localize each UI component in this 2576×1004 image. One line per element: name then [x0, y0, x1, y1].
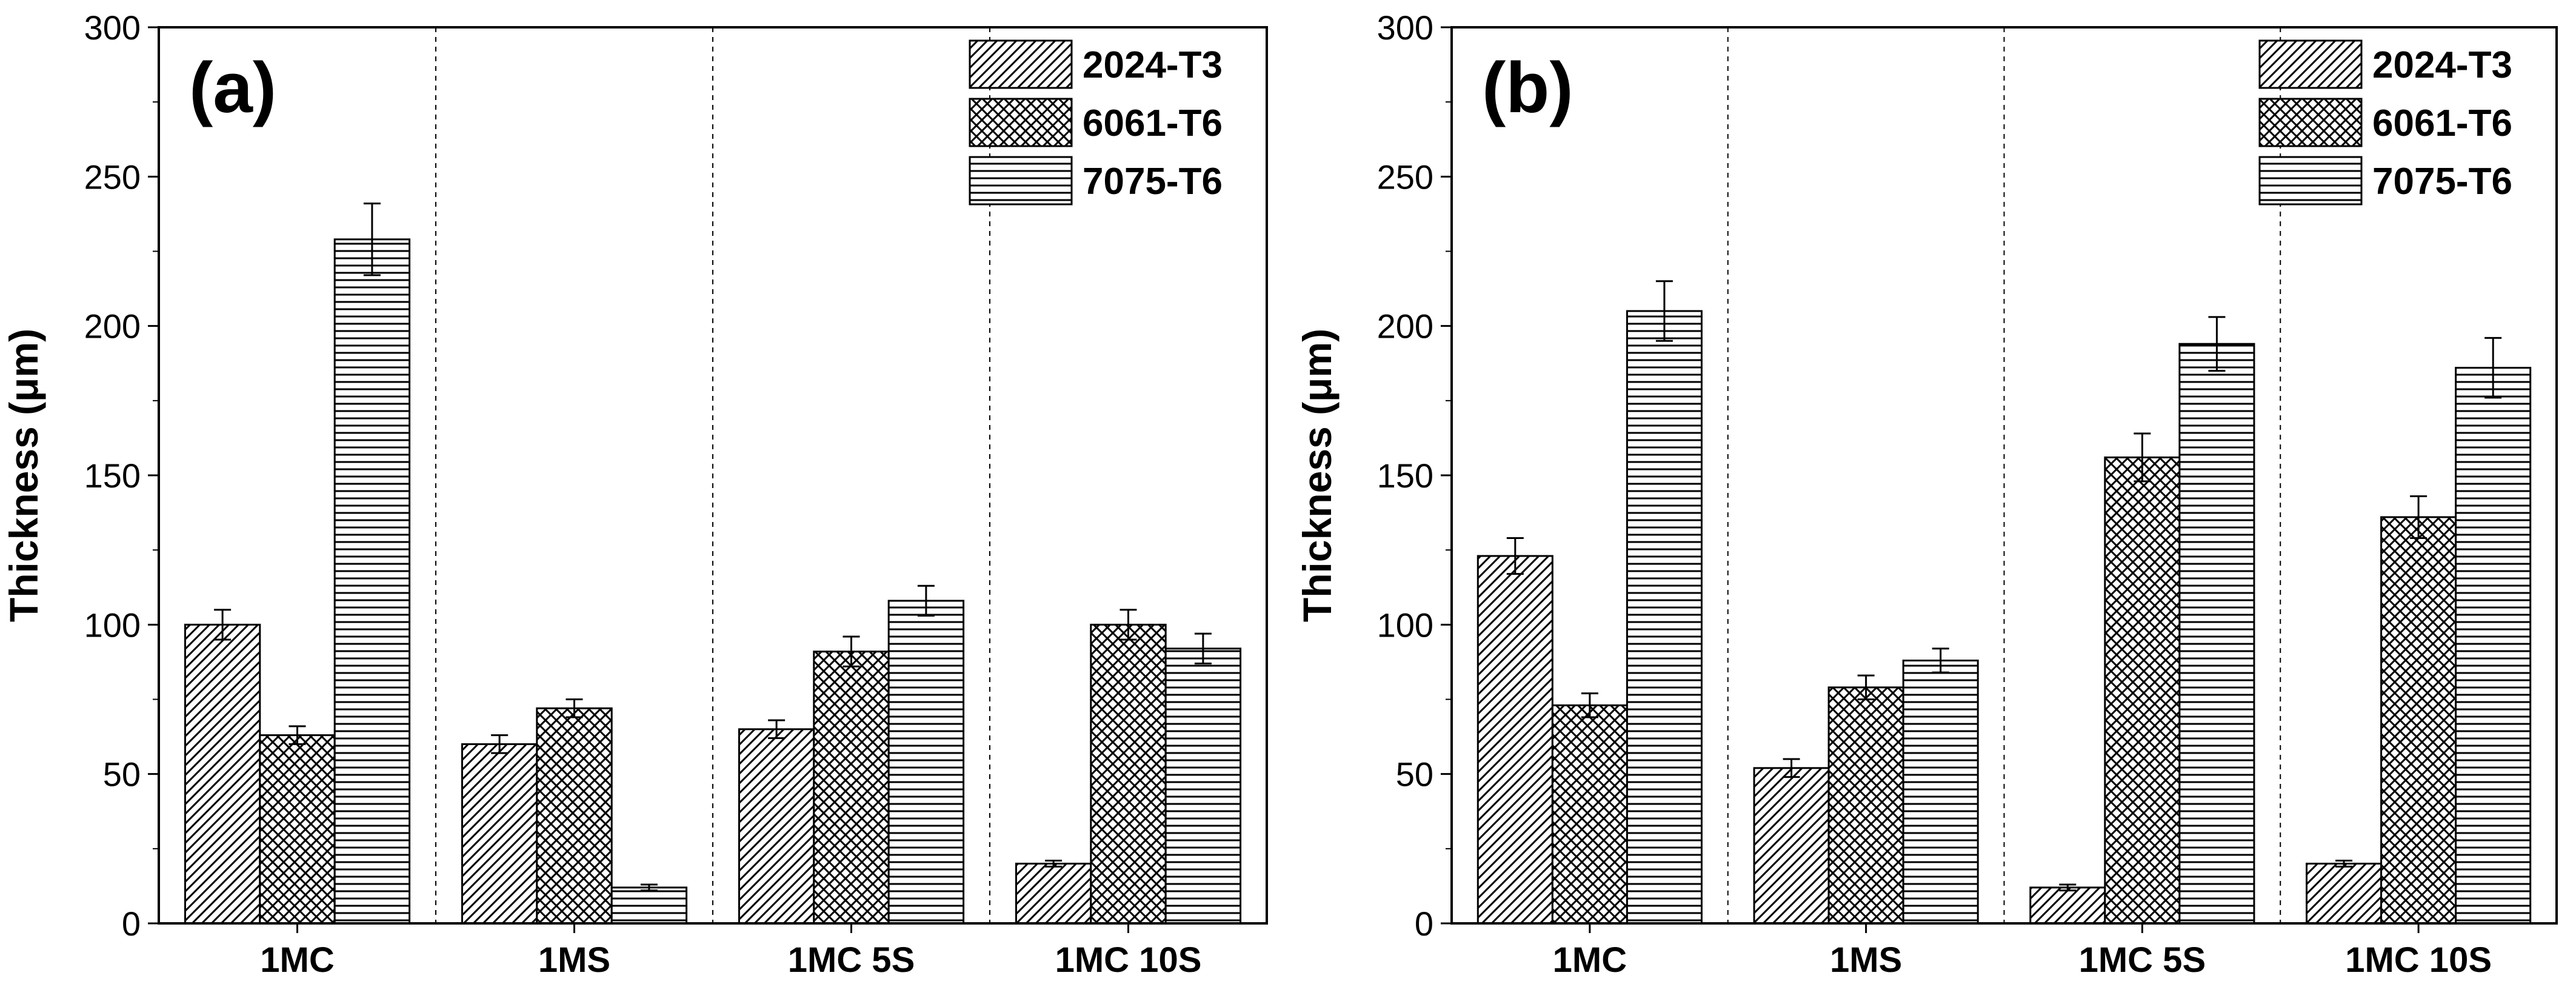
legend-swatch-6061-T6 [2258, 98, 2363, 147]
bar-2024-T3-1MS [461, 743, 538, 925]
bar-6061-T6-1MC [259, 734, 336, 925]
legend-label: 6061-T6 [1083, 102, 1223, 144]
y-tick-label: 250 [84, 158, 141, 196]
y-tick-label: 100 [84, 606, 141, 644]
bar-7075-T6-1MC [333, 238, 411, 925]
chart-panel-a: 1MC 1MS 1MC 5S 1MC 10S 0 50 100 150 200 250 300 Thi… [1, 8, 1268, 980]
bar-7075-T6-1MC-5S [887, 600, 965, 925]
bar-2024-T3-1MC-10S [2306, 862, 2383, 925]
bar-6061-T6-1MS [536, 707, 613, 925]
bar-6061-T6-1MC-5S [2104, 456, 2181, 925]
panel-label: (b) [1482, 48, 1573, 128]
x-tick-label: 1MC 10S [2345, 940, 2492, 980]
bar-7075-T6-1MC-10S [2455, 367, 2532, 925]
legend-swatch-7075-T6 [2258, 156, 2363, 206]
bar-7075-T6-1MS [1902, 659, 1979, 925]
bar-7075-T6-1MC-5S [2178, 343, 2255, 925]
legend-swatch-6061-T6 [969, 98, 1073, 147]
y-tick-label: 100 [1377, 606, 1433, 644]
y-axis-label: Thickness (μm) [1, 329, 46, 622]
x-tick-label: 1MS [538, 940, 610, 980]
legend-swatch-7075-T6 [969, 156, 1073, 206]
x-tick-label: 1MS [1830, 940, 1902, 980]
bar-6061-T6-1MC-10S [2380, 516, 2457, 925]
y-tick-label: 50 [103, 755, 141, 794]
y-tick-label: 0 [1415, 905, 1433, 943]
bar-6061-T6-1MC [1551, 704, 1628, 925]
y-tick-label: 150 [84, 457, 141, 495]
x-tick-label: 1MC 10S [1055, 940, 1202, 980]
legend-swatch-2024-T3 [969, 39, 1073, 89]
y-tick-label: 50 [1396, 755, 1433, 794]
bar-2024-T3-1MS [1753, 767, 1830, 925]
bar-7075-T6-1MC-10S [1164, 648, 1242, 925]
bar-6061-T6-1MS [1827, 686, 1904, 925]
bar-2024-T3-1MC-5S [2029, 886, 2106, 925]
bar-2024-T3-1MC-10S [1015, 862, 1092, 925]
bar-2024-T3-1MC [1477, 555, 1553, 925]
legend-swatch-2024-T3 [2258, 39, 2363, 89]
bar-2024-T3-1MC-5S [738, 728, 815, 925]
y-tick-label: 0 [122, 905, 141, 943]
legend-label: 2024-T3 [2372, 44, 2512, 86]
bar-6061-T6-1MC-10S [1090, 623, 1167, 925]
x-tick-label: 1MC 5S [788, 940, 915, 980]
x-tick-label: 1MC [260, 940, 334, 980]
y-tick-label: 200 [1377, 307, 1433, 346]
x-tick-label: 1MC 5S [2079, 940, 2206, 980]
y-axis-label: Thickness (μm) [1295, 329, 1340, 622]
legend-label: 2024-T3 [1083, 44, 1223, 86]
legend-label: 7075-T6 [2372, 161, 2512, 202]
bar-7075-T6-1MS [610, 886, 688, 925]
legend-label: 7075-T6 [1083, 161, 1223, 202]
y-tick-label: 200 [84, 307, 141, 346]
panel-label: (a) [189, 48, 276, 128]
chart-panel-b: 1MC 1MS 1MC 5S 1MC 10S 0 50 100 150 200 250 300 Thi… [1295, 8, 2558, 980]
y-tick-label: 300 [84, 8, 141, 47]
y-tick-label: 250 [1377, 158, 1433, 196]
bar-6061-T6-1MC-5S [813, 651, 890, 925]
y-tick-label: 150 [1377, 457, 1433, 495]
x-tick-label: 1MC [1553, 940, 1627, 980]
bar-2024-T3-1MC [184, 623, 261, 925]
y-tick-label: 300 [1377, 8, 1433, 47]
legend-label: 6061-T6 [2372, 102, 2512, 144]
bar-7075-T6-1MC [1626, 310, 1703, 925]
